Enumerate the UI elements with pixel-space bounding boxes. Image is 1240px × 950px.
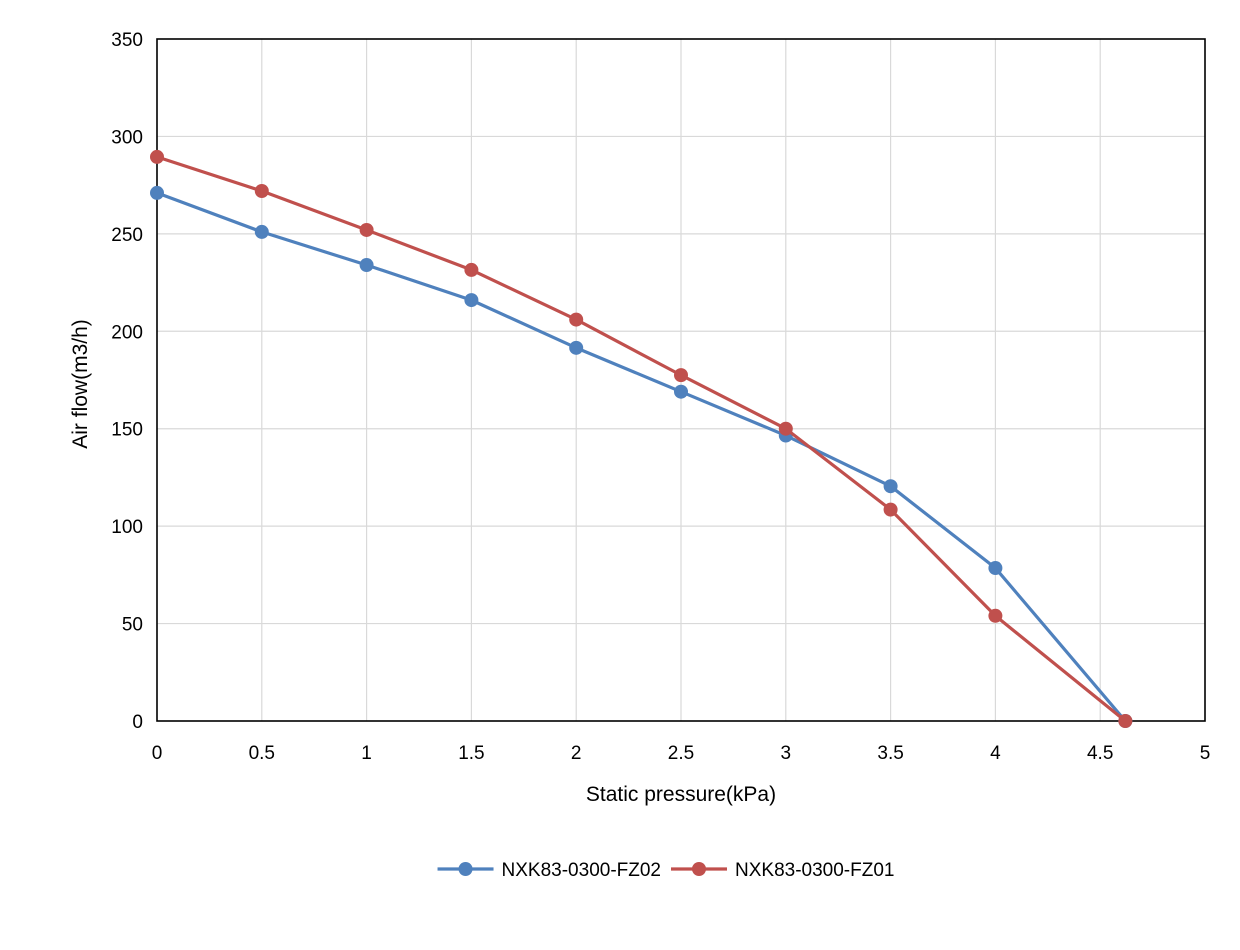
legend-item: NXK83-0300-FZ02 bbox=[437, 860, 661, 881]
legend-label: NXK83-0300-FZ02 bbox=[502, 860, 661, 881]
data-point bbox=[464, 262, 479, 277]
y-tick-label: 0 bbox=[132, 712, 143, 733]
data-point bbox=[778, 421, 793, 436]
data-point bbox=[988, 561, 1003, 576]
series-line bbox=[155, 155, 1127, 723]
legend: NXK83-0300-FZ02 NXK83-0300-FZ01 bbox=[437, 860, 894, 881]
series-layer bbox=[150, 149, 1133, 728]
series-line bbox=[155, 191, 1127, 723]
series-NXK83-0300-FZ02 bbox=[150, 185, 1133, 728]
y-tick-label: 50 bbox=[122, 615, 143, 636]
y-tick-label: 150 bbox=[111, 420, 143, 441]
legend-marker bbox=[458, 862, 473, 876]
data-point bbox=[674, 384, 688, 399]
x-tick-label: 5 bbox=[1200, 743, 1211, 764]
x-tick-label: 4.5 bbox=[1087, 743, 1113, 764]
data-point bbox=[883, 479, 898, 494]
x-tick-label: 0.5 bbox=[249, 743, 275, 764]
x-tick-label: 1 bbox=[361, 743, 372, 764]
y-axis-title: Air flow(m3/h) bbox=[69, 319, 92, 449]
legend-item: NXK83-0300-FZ01 bbox=[671, 860, 894, 881]
data-point bbox=[569, 312, 584, 327]
x-tick-label: 2 bbox=[571, 743, 582, 764]
data-point bbox=[150, 185, 164, 200]
legend-label: NXK83-0300-FZ01 bbox=[735, 860, 894, 881]
data-point bbox=[359, 258, 374, 273]
series-NXK83-0300-FZ01 bbox=[150, 149, 1133, 728]
y-tick-label: 350 bbox=[111, 30, 143, 51]
x-tick-label: 3.5 bbox=[877, 743, 903, 764]
y-tick-label: 200 bbox=[111, 322, 143, 343]
data-point bbox=[988, 608, 1003, 623]
data-point bbox=[254, 183, 269, 198]
y-tick-label: 100 bbox=[111, 517, 143, 538]
tick-labels: 0 0.5 1 1.5 2 2.5 3 3.5 4 4.5 50501001502002503003… bbox=[111, 30, 1210, 764]
legend-marker bbox=[692, 862, 706, 876]
y-tick-label: 300 bbox=[111, 127, 143, 148]
x-tick-label: 3 bbox=[781, 743, 792, 764]
y-tick-label: 250 bbox=[111, 225, 143, 246]
x-axis-title: Static pressure(kPa) bbox=[586, 783, 776, 806]
data-point bbox=[150, 149, 164, 164]
x-tick-label: 4 bbox=[990, 743, 1001, 764]
x-tick-label: 2.5 bbox=[668, 743, 694, 764]
data-point bbox=[254, 224, 269, 239]
data-point bbox=[674, 368, 688, 383]
data-point bbox=[883, 502, 898, 517]
data-point bbox=[1118, 714, 1133, 728]
x-tick-label: 1.5 bbox=[458, 743, 484, 764]
data-point bbox=[569, 340, 584, 355]
plot-area-frame bbox=[156, 38, 1206, 722]
data-point bbox=[464, 293, 479, 308]
data-point bbox=[359, 222, 374, 237]
x-tick-label: 0 bbox=[152, 743, 163, 764]
